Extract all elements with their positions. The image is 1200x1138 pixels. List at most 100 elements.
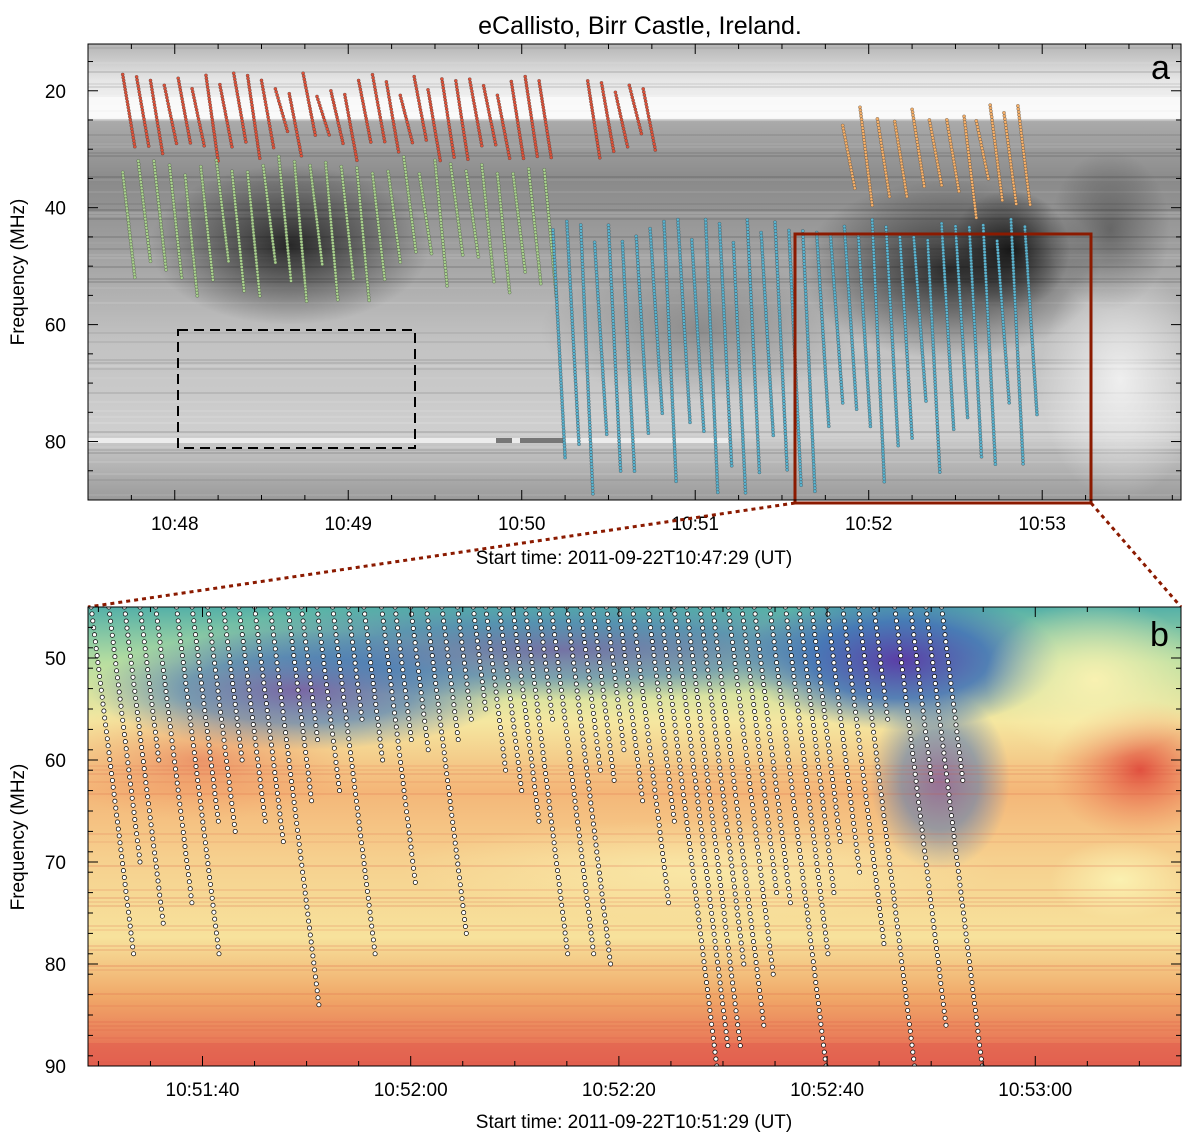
burst-track-b bbox=[684, 607, 743, 1049]
burst-track-a bbox=[537, 79, 553, 160]
burst-track-a bbox=[565, 219, 581, 446]
axes-a: 10:48 10:49 10:50 10:51 10:52 10:53 20 40 60 80 bbox=[45, 44, 1181, 535]
burst-track-a bbox=[509, 79, 526, 161]
burst-track-a bbox=[454, 79, 470, 161]
y-tick-label: 60 bbox=[45, 316, 66, 337]
burst-track-a bbox=[840, 123, 857, 191]
burst-track-b bbox=[189, 607, 221, 824]
burst-track-b bbox=[536, 607, 555, 722]
panel-a: eCallisto, Birr Castle, Ireland. a 10:48… bbox=[8, 12, 1182, 569]
burst-track-a bbox=[662, 219, 678, 484]
burst-track-a bbox=[440, 77, 456, 159]
burst-track-b bbox=[121, 607, 166, 926]
burst-track-a bbox=[467, 77, 484, 148]
burst-track-a bbox=[308, 163, 324, 266]
zoom-connector-right bbox=[1089, 502, 1183, 608]
panel-label-a: a bbox=[1151, 49, 1170, 87]
burst-track-b bbox=[739, 607, 780, 896]
burst-track-a bbox=[592, 240, 609, 437]
burst-track-a bbox=[167, 163, 184, 280]
burst-track-b bbox=[174, 607, 222, 957]
x-tick-label: 10:52:00 bbox=[374, 1080, 448, 1101]
chart-title: eCallisto, Birr Castle, Ireland. bbox=[478, 12, 802, 40]
burst-track-b bbox=[361, 607, 386, 763]
plot-frame-a bbox=[87, 43, 1182, 501]
burst-track-a bbox=[842, 224, 859, 411]
plot-frame-b bbox=[87, 606, 1182, 1067]
burst-track-a bbox=[402, 155, 418, 254]
burst-track-a bbox=[426, 88, 442, 163]
burst-track-a bbox=[412, 74, 429, 142]
burst-track-b bbox=[298, 607, 321, 743]
burst-track-a bbox=[912, 235, 928, 403]
x-tick-label: 10:48 bbox=[151, 514, 199, 535]
burst-track-a bbox=[134, 75, 151, 148]
burst-track-a bbox=[323, 160, 340, 302]
burst-track-a bbox=[599, 81, 616, 154]
burst-track-b bbox=[88, 607, 137, 957]
x-tick-label: 10:52:40 bbox=[790, 1080, 864, 1101]
burst-track-a bbox=[690, 237, 706, 433]
burst-track-b bbox=[671, 607, 731, 1049]
panel-b: b 10:51:40 10:52:00 10:52:20 10:52:40 10:53:… bbox=[8, 606, 1182, 1133]
burst-track-a bbox=[176, 76, 193, 145]
burst-track-b bbox=[871, 607, 891, 722]
burst-track-a bbox=[703, 217, 720, 495]
burst-track-a bbox=[448, 162, 465, 257]
burst-track-a bbox=[218, 82, 234, 149]
burst-track-b bbox=[455, 607, 474, 722]
burst-track-a bbox=[315, 94, 331, 137]
burst-track-a bbox=[1023, 224, 1039, 417]
burst-track-b bbox=[590, 607, 617, 783]
burst-track-a bbox=[613, 90, 630, 149]
burst-track-a bbox=[676, 217, 692, 425]
burst-track-a bbox=[801, 229, 817, 494]
burst-track-a bbox=[162, 83, 179, 146]
burst-track-a bbox=[892, 119, 909, 199]
x-axis-label-a: Start time: 2011-09-22T10:47:29 (UT) bbox=[476, 548, 792, 569]
y-tick-label: 70 bbox=[45, 853, 66, 874]
burst-track-a bbox=[1016, 104, 1032, 207]
burst-track-a bbox=[641, 87, 658, 152]
x-tick-label: 10:51 bbox=[671, 514, 719, 535]
burst-track-a bbox=[962, 114, 979, 220]
burst-track-a bbox=[523, 74, 540, 159]
burst-track-a bbox=[995, 239, 1011, 405]
burst-track-a bbox=[261, 163, 278, 265]
y-axis-label-a: Frequency (MHz) bbox=[8, 199, 29, 346]
burst-track-b bbox=[205, 607, 238, 834]
x-tick-label: 10:52 bbox=[845, 514, 893, 535]
burst-track-b bbox=[220, 607, 245, 763]
x-tick-label: 10:49 bbox=[324, 514, 372, 535]
spectrogram-a-background bbox=[88, 44, 1181, 500]
burst-track-b bbox=[658, 607, 720, 1066]
y-axis-label-b: Frequency (MHz) bbox=[8, 764, 29, 911]
burst-track-a bbox=[856, 233, 873, 429]
x-tick-label: 10:50 bbox=[498, 514, 546, 535]
burst-track-a bbox=[152, 159, 168, 272]
burst-track-a bbox=[120, 72, 137, 149]
burst-track-b bbox=[314, 607, 342, 794]
burst-track-b bbox=[408, 607, 431, 753]
burst-track-a bbox=[356, 78, 373, 144]
burst-track-b bbox=[510, 607, 542, 824]
burst-track-b bbox=[496, 607, 525, 794]
burst-track-a bbox=[585, 79, 602, 160]
burst-track-b bbox=[423, 607, 469, 936]
burst-track-b bbox=[137, 607, 162, 763]
burst-track-a bbox=[1009, 217, 1025, 466]
burst-track-a bbox=[245, 170, 262, 298]
burst-track-a bbox=[230, 169, 246, 293]
burst-track-a bbox=[717, 221, 734, 468]
burst-track-a bbox=[870, 217, 887, 484]
burst-track-a bbox=[386, 169, 403, 264]
burst-track-b bbox=[439, 607, 461, 743]
burst-track-b bbox=[697, 607, 747, 967]
spectrogram-b-background bbox=[88, 607, 1181, 1066]
burst-track-b bbox=[855, 607, 917, 1066]
burst-track-a bbox=[627, 83, 644, 136]
burst-track-b bbox=[725, 607, 776, 977]
axes-b: 10:51:40 10:52:00 10:52:20 10:52:40 10:53:00… bbox=[45, 606, 1181, 1101]
burst-track-a bbox=[120, 170, 137, 280]
burst-track-a bbox=[828, 233, 845, 405]
